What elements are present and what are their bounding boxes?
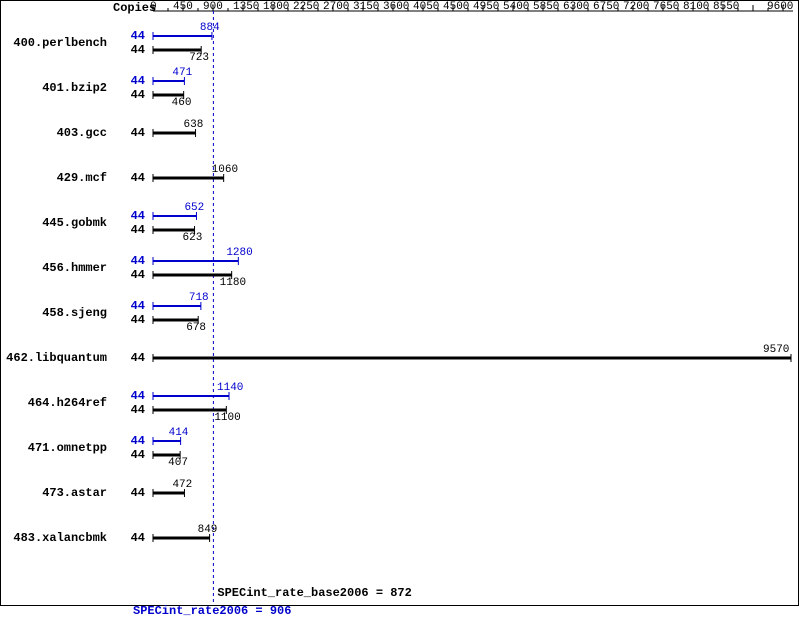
bench-label-429.mcf: 429.mcf: [57, 171, 107, 185]
val-base-473.astar: 472: [172, 479, 192, 491]
copies-base-462.libquantum: 44: [131, 351, 145, 365]
axis-tick-4050: 4050: [413, 1, 439, 13]
copies-header: Copies: [113, 1, 156, 15]
axis-tick-1350: 1350: [233, 1, 259, 13]
copies-base-483.xalancbmk: 44: [131, 531, 145, 545]
val-peak-458.sjeng: 718: [189, 292, 209, 304]
bench-label-456.hmmer: 456.hmmer: [42, 261, 107, 275]
val-base-403.gcc: 638: [184, 119, 204, 131]
axis-tick-2250: 2250: [293, 1, 319, 13]
val-peak-471.omnetpp: 414: [169, 427, 189, 439]
val-base-456.hmmer: 1180: [220, 277, 246, 289]
axis-tick-4500: 4500: [443, 1, 469, 13]
copies-peak-445.gobmk: 44: [131, 209, 145, 223]
val-peak-445.gobmk: 652: [184, 202, 204, 214]
copies-base-429.mcf: 44: [131, 171, 145, 185]
copies-base-471.omnetpp: 44: [131, 448, 145, 462]
val-base-483.xalancbmk: 849: [198, 524, 218, 536]
bench-label-464.h264ref: 464.h264ref: [28, 396, 107, 410]
val-peak-464.h264ref: 1140: [217, 382, 243, 394]
axis-tick-5400: 5400: [503, 1, 529, 13]
copies-base-401.bzip2: 44: [131, 88, 145, 102]
summary-peak: SPECint_rate2006 = 906: [133, 604, 291, 618]
val-base-462.libquantum: 9570: [763, 344, 789, 356]
copies-peak-464.h264ref: 44: [131, 389, 145, 403]
axis-tick-7650: 7650: [653, 1, 679, 13]
copies-peak-400.perlbench: 44: [131, 29, 145, 43]
bench-label-458.sjeng: 458.sjeng: [42, 306, 107, 320]
bench-label-483.xalancbmk: 483.xalancbmk: [13, 531, 107, 545]
val-peak-456.hmmer: 1280: [226, 247, 252, 259]
copies-peak-456.hmmer: 44: [131, 254, 145, 268]
bench-label-400.perlbench: 400.perlbench: [13, 36, 107, 50]
axis-tick-450: 450: [173, 1, 193, 13]
copies-base-445.gobmk: 44: [131, 223, 145, 237]
bench-label-473.astar: 473.astar: [42, 486, 107, 500]
axis-tick-3150: 3150: [353, 1, 379, 13]
summary-base: SPECint_rate_base2006 = 872: [217, 586, 411, 600]
axis-tick-8550: 8550: [713, 1, 739, 13]
copies-peak-471.omnetpp: 44: [131, 434, 145, 448]
val-base-464.h264ref: 1100: [214, 412, 240, 424]
copies-peak-401.bzip2: 44: [131, 74, 145, 88]
copies-base-473.astar: 44: [131, 486, 145, 500]
axis-tick-1800: 1800: [263, 1, 289, 13]
val-base-401.bzip2: 460: [172, 97, 192, 109]
val-base-429.mcf: 1060: [212, 164, 238, 176]
bench-label-401.bzip2: 401.bzip2: [42, 81, 107, 95]
axis-tick-3600: 3600: [383, 1, 409, 13]
chart-svg: [1, 1, 798, 605]
axis-tick-5850: 5850: [533, 1, 559, 13]
axis-tick-900: 900: [203, 1, 223, 13]
val-base-471.omnetpp: 407: [168, 457, 188, 469]
axis-tick-8100: 8100: [683, 1, 709, 13]
axis-tick-6300: 6300: [563, 1, 589, 13]
axis-tick-7200: 7200: [623, 1, 649, 13]
copies-base-403.gcc: 44: [131, 126, 145, 140]
val-base-400.perlbench: 723: [189, 52, 209, 64]
axis-tick-2700: 2700: [323, 1, 349, 13]
axis-tick-6750: 6750: [593, 1, 619, 13]
axis-tick-4950: 4950: [473, 1, 499, 13]
copies-base-456.hmmer: 44: [131, 268, 145, 282]
val-base-445.gobmk: 623: [183, 232, 203, 244]
val-peak-400.perlbench: 884: [200, 22, 220, 34]
copies-base-400.perlbench: 44: [131, 43, 145, 57]
bench-label-403.gcc: 403.gcc: [57, 126, 107, 140]
bench-label-445.gobmk: 445.gobmk: [42, 216, 107, 230]
val-base-458.sjeng: 678: [186, 322, 206, 334]
bench-label-462.libquantum: 462.libquantum: [6, 351, 107, 365]
axis-tick-9600: 9600: [767, 1, 793, 13]
spec-rate-chart: 0450900135018002250270031503600405045004…: [0, 0, 799, 606]
copies-base-464.h264ref: 44: [131, 403, 145, 417]
val-peak-401.bzip2: 471: [172, 67, 192, 79]
copies-peak-458.sjeng: 44: [131, 299, 145, 313]
bench-label-471.omnetpp: 471.omnetpp: [28, 441, 107, 455]
copies-base-458.sjeng: 44: [131, 313, 145, 327]
